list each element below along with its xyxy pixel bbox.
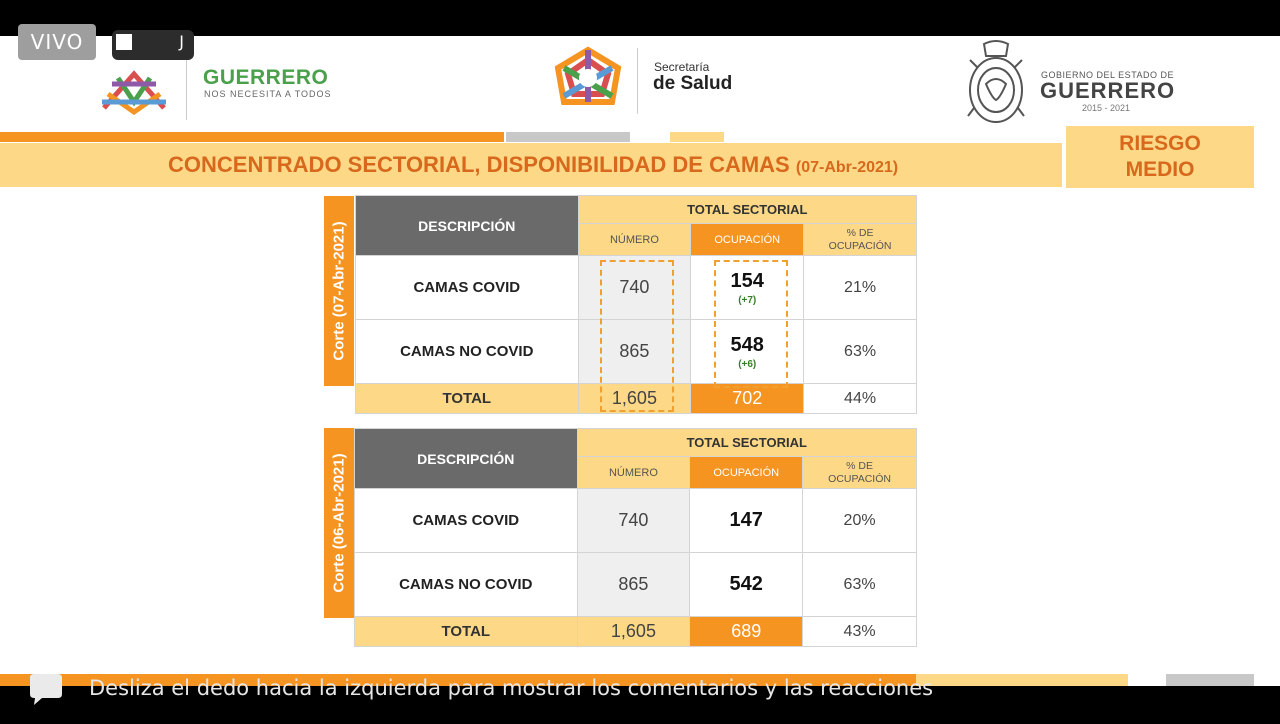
total-pct: 43%	[802, 616, 917, 647]
viewer-icon	[116, 34, 132, 50]
bottom-black-bar	[0, 686, 1280, 724]
header-total-sectorial: TOTAL SECTORIAL	[576, 428, 918, 457]
beds-table-06: DESCRIPCIÓN TOTAL SECTORIAL NÚMERO OCUPA…	[354, 428, 918, 647]
corte-text: Corte (07-Abr-2021)	[330, 221, 348, 361]
beds-table-07: DESCRIPCIÓN TOTAL SECTORIAL NÚMERO OCUPA…	[355, 195, 918, 414]
viewer-count: J	[179, 32, 184, 51]
guerrero-title: GUERRERO	[203, 66, 329, 89]
header-numero: NÚMERO	[576, 456, 691, 489]
risk-badge: RIESGO MEDIO	[1066, 126, 1254, 188]
guerrero-star-logo	[102, 70, 166, 116]
cell-pct: 20%	[802, 488, 917, 553]
corte-label-06: Corte (06-Abr-2021)	[324, 428, 354, 618]
total-row: TOTAL 1,605 689 43%	[354, 616, 917, 647]
title-band	[0, 143, 1062, 187]
salud-line1: Secretaría	[654, 60, 710, 74]
cell-ocupacion: 548 (+6)	[690, 319, 805, 384]
table-row: CAMAS NO COVID 865 542 63%	[354, 552, 917, 617]
page-title: CONCENTRADO SECTORIAL, DISPONIBILIDAD DE…	[168, 152, 898, 178]
yellow-stripe	[670, 132, 724, 142]
cell-ocupacion: 542	[689, 552, 804, 617]
footer-orange-stripe	[0, 674, 916, 686]
row-label: CAMAS COVID	[355, 255, 579, 320]
salud-line2: de Salud	[653, 73, 733, 94]
cell-pct: 63%	[803, 319, 917, 384]
header-ocupacion: OCUPACIÓN	[690, 223, 805, 256]
grey-stripe	[506, 132, 630, 142]
header-pct-ocupacion: % DE OCUPACIÓN	[803, 223, 917, 256]
row-label: CAMAS NO COVID	[355, 319, 579, 384]
cell-ocupacion: 147	[689, 488, 804, 553]
total-pct: 44%	[803, 383, 917, 414]
header-ocupacion: OCUPACIÓN	[689, 456, 804, 489]
cell-ocupacion: 154 (+7)	[690, 255, 805, 320]
guerrero-tagline: NOS NECESITA A TODOS	[204, 89, 332, 99]
corte-label-07: Corte (07-Abr-2021)	[324, 196, 354, 386]
presentation-slide: GUERRERO NOS NECESITA A TODOS Secretaría…	[0, 36, 1280, 686]
viewer-count-pill[interactable]: J	[112, 30, 194, 60]
header-pct-ocupacion: % DE OCUPACIÓN	[802, 456, 917, 489]
corte-text: Corte (06-Abr-2021)	[330, 453, 348, 593]
row-label: CAMAS NO COVID	[354, 552, 578, 617]
table-row: CAMAS COVID 740 147 20%	[354, 488, 917, 553]
cell-pct: 21%	[803, 255, 917, 320]
gobierno-line1: GOBIERNO DEL ESTADO DE	[1041, 70, 1175, 80]
title-date: (07-Abr-2021)	[795, 159, 899, 176]
numero-highlight	[600, 260, 674, 412]
total-label: TOTAL	[354, 616, 578, 647]
header-numero: NÚMERO	[577, 223, 692, 256]
ocupacion-highlight	[714, 260, 788, 388]
cell-delta: (+6)	[738, 358, 757, 370]
gobierno-years: 2015 - 2021	[1082, 103, 1131, 113]
divider	[637, 48, 638, 114]
header-descripcion: DESCRIPCIÓN	[355, 195, 579, 256]
risk-line1: RIESGO	[1119, 132, 1201, 155]
gobierno-line2: GUERRERO	[1040, 78, 1176, 103]
cell-pct: 63%	[802, 552, 917, 617]
title-main: CONCENTRADO SECTORIAL, DISPONIBILIDAD DE…	[168, 152, 790, 177]
cell-delta: (+7)	[738, 294, 757, 306]
total-ocupacion: 689	[689, 616, 804, 647]
salud-star-logo	[554, 46, 622, 105]
swipe-hint-text: Desliza el dedo hacia la izquierda para …	[89, 676, 934, 700]
total-numero: 1,605	[576, 616, 691, 647]
divider	[186, 50, 187, 120]
cell-numero: 740	[576, 488, 691, 553]
footer-yellow-stripe	[916, 674, 1128, 686]
total-ocupacion: 702	[690, 383, 805, 414]
footer-grey-stripe	[1166, 674, 1254, 686]
top-black-bar	[0, 0, 1280, 36]
row-label: CAMAS COVID	[354, 488, 578, 553]
header-descripcion: DESCRIPCIÓN	[354, 428, 578, 489]
total-label: TOTAL	[355, 383, 579, 414]
header-total-sectorial: TOTAL SECTORIAL	[577, 195, 918, 224]
table-row: CAMAS NO COVID 865 548 (+6) 63%	[355, 319, 917, 384]
state-seal-icon	[967, 40, 1025, 123]
risk-line2: MEDIO	[1125, 158, 1195, 181]
live-badge: VIVO	[18, 24, 96, 60]
comment-bubble-icon[interactable]	[26, 672, 66, 708]
orange-stripe	[0, 132, 504, 142]
cell-numero: 865	[576, 552, 691, 617]
